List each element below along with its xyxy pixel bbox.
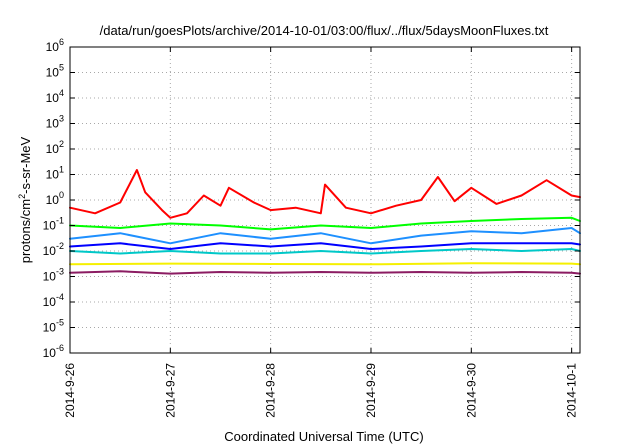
series-line xyxy=(69,169,581,219)
series-line xyxy=(69,248,581,255)
y-tick-label: 10-6 xyxy=(43,343,64,360)
y-tick-base: 10 xyxy=(46,193,60,207)
y-tick-label: 101 xyxy=(46,165,64,182)
series-line xyxy=(69,262,581,266)
y-tick-exponent: 5 xyxy=(59,63,64,73)
y-tick-label: 10-4 xyxy=(43,292,64,309)
y-tick-exponent: 0 xyxy=(59,190,64,200)
y-tick-base: 10 xyxy=(46,40,60,54)
y-axis-title-exponent: 2 xyxy=(17,194,27,199)
y-tick-label: 102 xyxy=(46,139,64,156)
y-axis-title: protons/cm2-s-sr-MeV xyxy=(17,136,33,263)
series-line xyxy=(69,216,581,231)
y-tick-exponent: -6 xyxy=(56,343,64,353)
x-tick-label: 2014-9-26 xyxy=(63,363,77,418)
series-line xyxy=(69,242,581,250)
y-tick-exponent: -2 xyxy=(56,241,64,251)
y-tick-label: 104 xyxy=(46,88,64,105)
x-axis: 2014-9-26 2014-9-27 2014-9-28 2014-9-29 2014… xyxy=(63,47,579,418)
y-tick-label: 10-1 xyxy=(43,216,64,233)
y-tick-base: 10 xyxy=(46,168,60,182)
y-axis-title-main: protons/cm xyxy=(18,199,33,263)
y-tick-label: 106 xyxy=(46,37,64,54)
y-tick-label: 100 xyxy=(46,190,64,207)
x-tick-label: 2014-9-27 xyxy=(163,363,177,418)
y-tick-base: 10 xyxy=(43,270,57,284)
series-line xyxy=(69,227,581,245)
y-tick-base: 10 xyxy=(46,142,60,156)
x-axis-title: Coordinated Universal Time (UTC) xyxy=(224,429,423,444)
y-tick-exponent: -4 xyxy=(56,292,64,302)
y-tick-exponent: 1 xyxy=(59,165,64,175)
y-tick-label: 10-3 xyxy=(43,267,64,284)
y-tick-base: 10 xyxy=(43,244,57,258)
y-tick-base: 10 xyxy=(43,219,57,233)
y-tick-exponent: 6 xyxy=(59,37,64,47)
y-tick-exponent: 4 xyxy=(59,88,64,98)
x-tick-label: 2014-9-28 xyxy=(264,363,278,418)
data-series xyxy=(69,169,581,275)
y-tick-exponent: -5 xyxy=(56,318,64,328)
y-tick-base: 10 xyxy=(43,321,57,335)
y-axis: 10-610-510-410-310-210-11001011021031041… xyxy=(43,37,580,360)
y-tick-exponent: 2 xyxy=(59,139,64,149)
y-axis-title-tail: -s-sr-MeV xyxy=(18,136,33,193)
x-tick-label: 2014-9-29 xyxy=(364,363,378,418)
y-tick-base: 10 xyxy=(43,346,57,360)
chart-title: /data/run/goesPlots/archive/2014-10-01/0… xyxy=(100,23,549,38)
y-tick-label: 10-2 xyxy=(43,241,64,258)
y-tick-exponent: 3 xyxy=(59,114,64,124)
y-tick-base: 10 xyxy=(46,91,60,105)
series-line xyxy=(69,270,581,275)
y-tick-label: 105 xyxy=(46,63,64,80)
grid xyxy=(69,46,580,354)
y-tick-base: 10 xyxy=(46,66,60,80)
y-tick-exponent: -1 xyxy=(56,216,64,226)
y-tick-label: 10-5 xyxy=(43,318,64,335)
x-tick-label: 2014-9-30 xyxy=(464,363,478,418)
x-tick-label: 2014-10-1 xyxy=(565,363,579,418)
y-tick-base: 10 xyxy=(43,295,57,309)
y-tick-base: 10 xyxy=(46,117,60,131)
y-tick-exponent: -3 xyxy=(56,267,64,277)
y-tick-label: 103 xyxy=(46,114,64,131)
